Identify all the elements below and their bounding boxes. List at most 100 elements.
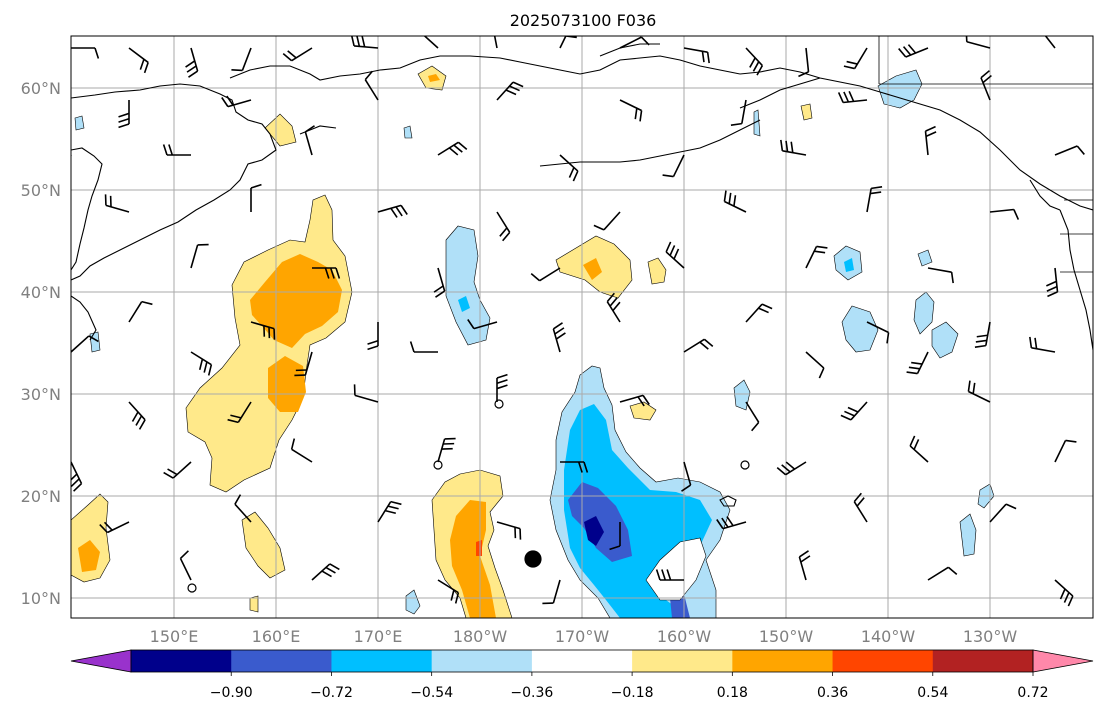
colorbar-swatch xyxy=(131,650,232,672)
warm-region-south xyxy=(241,511,286,579)
warm-core-blob-4 xyxy=(428,74,440,82)
wind-barb xyxy=(619,36,650,49)
wind-barb xyxy=(805,351,825,379)
wind-barb xyxy=(71,461,83,492)
coastline-chukotka xyxy=(229,55,741,81)
wind-barb xyxy=(745,401,760,432)
colorbar-over-arrow xyxy=(1032,649,1094,673)
wind-barb xyxy=(989,208,1020,220)
colorbar-swatch xyxy=(431,650,533,672)
wind-barb xyxy=(776,461,807,476)
coastlines xyxy=(71,43,1093,507)
warm-core-east xyxy=(583,258,602,280)
wind-barb xyxy=(619,99,643,122)
coastline-sakhalin xyxy=(71,147,103,271)
wind-barb xyxy=(250,321,276,340)
longitude-labels: 150°E 160°E 170°E 180°W 170°W 160°W 150°W 140°W… xyxy=(150,627,1018,646)
wind-barb xyxy=(662,154,685,178)
cold-blob-12 xyxy=(74,115,85,131)
wind-barb xyxy=(377,500,402,523)
wind-barb xyxy=(552,322,566,353)
colorbar-label: −0.36 xyxy=(510,685,553,701)
longitude-label: 150°E xyxy=(150,627,199,646)
wind-barb xyxy=(906,351,929,375)
map-panel xyxy=(70,35,1094,619)
wind-barb xyxy=(683,47,710,64)
cold-blob-4 xyxy=(931,321,959,359)
wind-barb xyxy=(866,321,890,344)
wind-barb xyxy=(530,267,561,282)
wind-barb xyxy=(377,204,408,218)
coastline-aleutians xyxy=(539,119,761,167)
wind-barb xyxy=(1054,579,1074,607)
wind-barb xyxy=(185,47,199,78)
wind-barb xyxy=(433,267,446,298)
wind-barb xyxy=(683,338,714,353)
wind-barb xyxy=(99,521,130,534)
wind-barb xyxy=(723,190,747,213)
colorbar-swatch xyxy=(732,650,834,672)
wind-barb xyxy=(745,47,764,76)
wind-barb xyxy=(1029,336,1056,353)
wind-barb xyxy=(853,492,868,523)
cold-blob-10 xyxy=(405,589,421,615)
longitude-label: 160°E xyxy=(252,627,301,646)
colorbar-label: −0.18 xyxy=(611,685,654,701)
wind-barb xyxy=(927,566,958,581)
figure-title: 2025073100 F036 xyxy=(510,11,657,30)
wind-barb xyxy=(1054,439,1077,463)
colorbar-swatch xyxy=(832,650,934,672)
colorbar-swatch xyxy=(531,650,633,672)
latitude-label: 50°N xyxy=(21,181,61,200)
wind-barb xyxy=(163,461,192,479)
wind-barb xyxy=(312,267,341,279)
cold-hole xyxy=(645,537,707,601)
wind-barb xyxy=(909,435,929,463)
warm-blob-6 xyxy=(249,595,259,613)
wind-barb xyxy=(619,394,650,407)
wind-barb xyxy=(190,351,213,376)
wind-barb xyxy=(467,319,498,330)
colorbar: −0.90 −0.72 −0.54 −0.36 −0.18 0.18 0.36 0.54 0.7… xyxy=(70,649,1094,701)
island-marker-1 xyxy=(494,399,504,409)
wind-barb xyxy=(840,401,868,421)
colorbar-label: 0.18 xyxy=(717,685,748,701)
warm-blob-5 xyxy=(800,103,813,121)
colorbar-swatch xyxy=(632,650,733,672)
colorbar-label: 0.54 xyxy=(917,685,948,701)
wind-barb xyxy=(234,494,252,523)
colorbar-label: −0.72 xyxy=(310,685,353,701)
wind-barb xyxy=(967,380,991,403)
cold-blob-2 xyxy=(841,305,879,353)
wind-barb xyxy=(974,321,991,348)
latitude-label: 20°N xyxy=(21,487,61,506)
small-islands xyxy=(187,399,750,593)
wind-barb xyxy=(927,267,954,284)
wind-barb xyxy=(798,550,811,581)
wind-barb xyxy=(128,47,149,74)
warm-blob-1 xyxy=(647,257,667,285)
wind-barb xyxy=(290,438,313,463)
wind-barb xyxy=(221,95,252,108)
wind-barb xyxy=(423,36,439,49)
wind-barb xyxy=(805,245,828,269)
wind-barb xyxy=(837,91,868,104)
wind-barb xyxy=(843,47,868,70)
longitude-label: 180°W xyxy=(453,627,508,646)
coastline-vancouver xyxy=(1029,179,1061,211)
wind-barb xyxy=(745,303,773,323)
wind-barb xyxy=(364,70,379,101)
island-marker-3 xyxy=(740,460,750,470)
cold-blob-11 xyxy=(89,331,101,353)
wind-barb xyxy=(606,292,621,323)
wind-barb xyxy=(730,99,747,126)
coastline-hawaii xyxy=(719,495,737,507)
colorbar-label: 0.36 xyxy=(817,685,848,701)
wind-barb xyxy=(311,563,340,581)
wind-barb xyxy=(866,186,883,213)
wind-barb xyxy=(898,44,929,58)
longitude-label: 160°W xyxy=(657,627,712,646)
cold-blob-7 xyxy=(959,513,977,557)
cold-blob-14 xyxy=(403,125,413,139)
